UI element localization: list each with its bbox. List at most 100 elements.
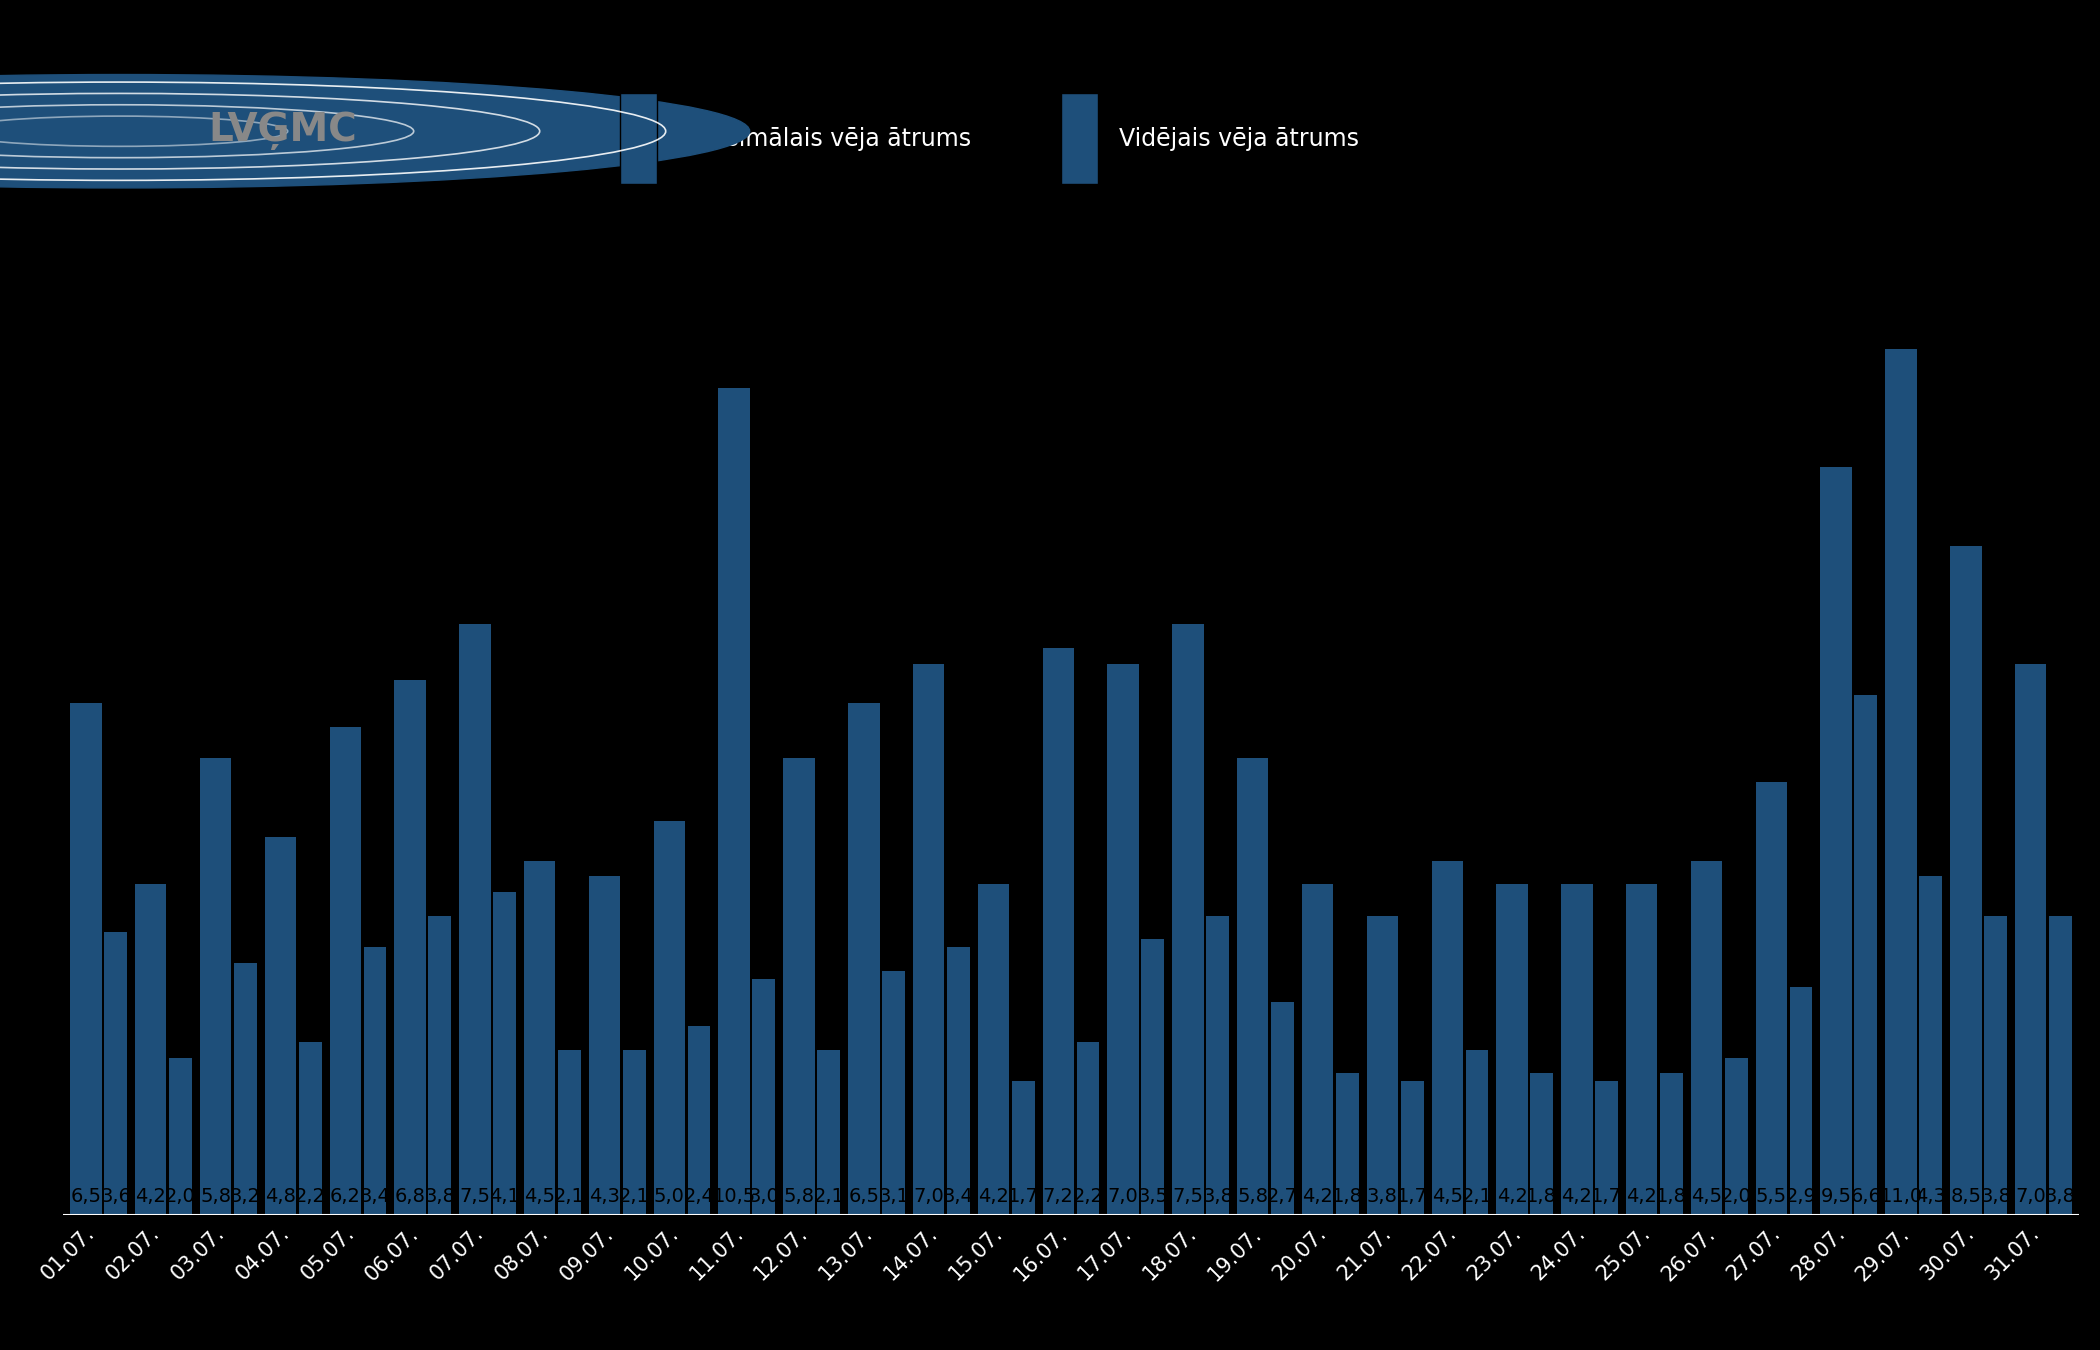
- Bar: [1270, 1002, 1294, 1215]
- Text: 3,1: 3,1: [878, 1187, 909, 1206]
- Text: 3,8: 3,8: [1201, 1187, 1233, 1206]
- Text: 3,5: 3,5: [1138, 1187, 1168, 1206]
- Bar: [979, 884, 1010, 1215]
- Text: 1,7: 1,7: [1396, 1187, 1428, 1206]
- Bar: [1789, 987, 1812, 1215]
- Bar: [783, 759, 815, 1215]
- Bar: [69, 703, 101, 1215]
- Text: 2,2: 2,2: [294, 1187, 325, 1206]
- Text: 5,5: 5,5: [1756, 1187, 1787, 1206]
- Bar: [1886, 348, 1917, 1215]
- Text: 2,0: 2,0: [166, 1187, 195, 1206]
- Text: 2,1: 2,1: [813, 1187, 844, 1206]
- Bar: [525, 861, 554, 1215]
- Bar: [624, 1050, 645, 1215]
- Text: 2,1: 2,1: [620, 1187, 649, 1206]
- Text: 4,2: 4,2: [1562, 1187, 1592, 1206]
- Bar: [2016, 664, 2045, 1215]
- Text: 3,8: 3,8: [1980, 1187, 2012, 1206]
- Bar: [1984, 915, 2008, 1215]
- Text: 5,0: 5,0: [653, 1187, 685, 1206]
- Text: 6,6: 6,6: [1850, 1187, 1882, 1206]
- Text: 3,0: 3,0: [748, 1187, 779, 1206]
- Bar: [233, 963, 256, 1215]
- Text: 11,0: 11,0: [1880, 1187, 1924, 1206]
- Bar: [947, 948, 970, 1215]
- Bar: [2050, 915, 2073, 1215]
- Bar: [363, 948, 386, 1215]
- Text: 4,3: 4,3: [1915, 1187, 1947, 1206]
- Bar: [1302, 884, 1334, 1215]
- Bar: [1205, 915, 1228, 1215]
- Text: 4,2: 4,2: [1625, 1187, 1657, 1206]
- Bar: [1012, 1081, 1035, 1215]
- Text: 7,0: 7,0: [2016, 1187, 2045, 1206]
- Text: 10,5: 10,5: [712, 1187, 756, 1206]
- Bar: [1821, 467, 1852, 1215]
- Text: 1,8: 1,8: [1527, 1187, 1558, 1206]
- Bar: [170, 1057, 191, 1215]
- Text: 4,2: 4,2: [1497, 1187, 1527, 1206]
- Text: 3,2: 3,2: [229, 1187, 260, 1206]
- Bar: [914, 664, 945, 1215]
- Bar: [1466, 1050, 1489, 1215]
- Bar: [1401, 1081, 1424, 1215]
- Bar: [1336, 1073, 1359, 1215]
- Bar: [1625, 884, 1657, 1215]
- Text: 3,6: 3,6: [101, 1187, 130, 1206]
- Bar: [1432, 861, 1464, 1215]
- Text: 5,8: 5,8: [1237, 1187, 1268, 1206]
- Bar: [1690, 861, 1722, 1215]
- Text: 4,3: 4,3: [590, 1187, 619, 1206]
- Text: 5,8: 5,8: [783, 1187, 815, 1206]
- Text: 3,4: 3,4: [943, 1187, 974, 1206]
- Text: 2,4: 2,4: [685, 1187, 714, 1206]
- Text: 3,8: 3,8: [2045, 1187, 2075, 1206]
- Text: 7,0: 7,0: [914, 1187, 945, 1206]
- Text: Maksimālais vēja ātrums: Maksimālais vēja ātrums: [678, 127, 972, 151]
- Text: 3,8: 3,8: [1367, 1187, 1399, 1206]
- Bar: [559, 1050, 582, 1215]
- Bar: [1142, 940, 1163, 1215]
- Bar: [1077, 1042, 1100, 1215]
- Text: 6,8: 6,8: [395, 1187, 426, 1206]
- Text: LVĢMC: LVĢMC: [208, 112, 357, 150]
- Text: 4,5: 4,5: [1690, 1187, 1722, 1206]
- Bar: [330, 726, 361, 1215]
- Text: 4,5: 4,5: [1432, 1187, 1464, 1206]
- Text: 6,2: 6,2: [330, 1187, 361, 1206]
- Bar: [1497, 884, 1527, 1215]
- Bar: [1172, 624, 1203, 1215]
- Text: 3,4: 3,4: [359, 1187, 391, 1206]
- Bar: [1237, 759, 1268, 1215]
- Text: 1,8: 1,8: [1331, 1187, 1363, 1206]
- Text: 4,2: 4,2: [134, 1187, 166, 1206]
- Bar: [752, 979, 775, 1215]
- Text: 4,8: 4,8: [265, 1187, 296, 1206]
- Text: 2,9: 2,9: [1785, 1187, 1816, 1206]
- Bar: [298, 1042, 321, 1215]
- Text: 2,7: 2,7: [1266, 1187, 1298, 1206]
- Bar: [718, 389, 750, 1215]
- Text: 5,8: 5,8: [200, 1187, 231, 1206]
- Bar: [1596, 1081, 1617, 1215]
- Text: 8,5: 8,5: [1951, 1187, 1980, 1206]
- Bar: [1560, 884, 1592, 1215]
- Text: 4,5: 4,5: [525, 1187, 554, 1206]
- Text: 6,5: 6,5: [71, 1187, 101, 1206]
- Text: 7,5: 7,5: [1172, 1187, 1203, 1206]
- Bar: [1951, 545, 1982, 1215]
- Bar: [817, 1050, 840, 1215]
- Bar: [882, 971, 905, 1215]
- Text: 7,5: 7,5: [460, 1187, 491, 1206]
- Bar: [265, 837, 296, 1215]
- Bar: [395, 679, 426, 1215]
- Text: 1,7: 1,7: [1008, 1187, 1040, 1206]
- Bar: [1107, 664, 1138, 1215]
- Bar: [687, 1026, 710, 1215]
- Bar: [588, 876, 619, 1215]
- Text: 1,8: 1,8: [1657, 1187, 1686, 1206]
- Bar: [1854, 695, 1877, 1215]
- Bar: [494, 892, 517, 1215]
- Text: 6,5: 6,5: [848, 1187, 880, 1206]
